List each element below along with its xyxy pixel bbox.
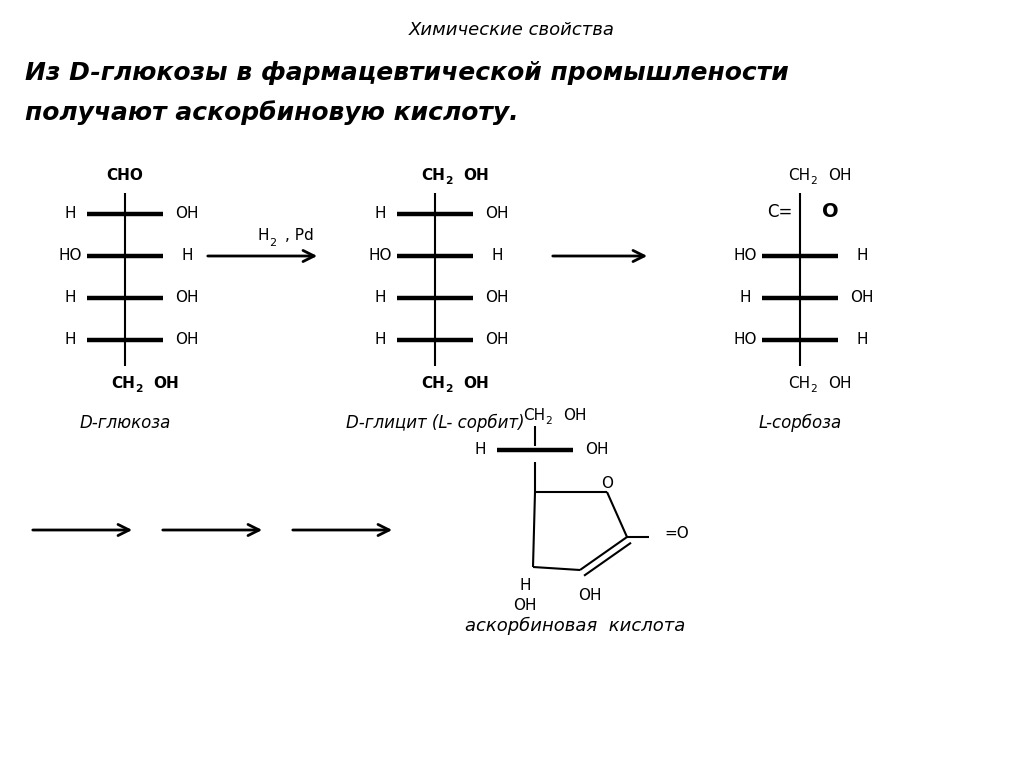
- Text: OH: OH: [485, 207, 509, 221]
- Text: OH: OH: [850, 290, 873, 306]
- Text: H: H: [65, 207, 76, 221]
- Text: 2: 2: [445, 176, 453, 186]
- Text: OH: OH: [175, 333, 199, 347]
- Text: CHO: CHO: [106, 167, 143, 183]
- Text: HO: HO: [733, 249, 757, 263]
- Text: H: H: [374, 207, 386, 221]
- Text: H: H: [374, 333, 386, 347]
- Text: H: H: [519, 578, 530, 592]
- Text: OH: OH: [828, 376, 852, 390]
- Text: C=: C=: [767, 203, 792, 221]
- Text: OH: OH: [586, 442, 608, 458]
- Text: H: H: [492, 249, 503, 263]
- Text: H: H: [856, 249, 867, 263]
- Text: получают аскорбиновую кислоту.: получают аскорбиновую кислоту.: [25, 101, 518, 125]
- Text: , Pd: , Pd: [285, 229, 313, 243]
- Text: H: H: [65, 290, 76, 306]
- Text: OH: OH: [828, 167, 852, 183]
- Text: CH: CH: [787, 167, 810, 183]
- Text: OH: OH: [175, 290, 199, 306]
- Text: H: H: [65, 333, 76, 347]
- Text: HO: HO: [369, 249, 392, 263]
- Text: OH: OH: [463, 167, 488, 183]
- Text: HO: HO: [58, 249, 82, 263]
- Text: CH: CH: [421, 167, 445, 183]
- Text: 2: 2: [269, 238, 276, 248]
- Text: OH: OH: [485, 290, 509, 306]
- Text: HO: HO: [733, 333, 757, 347]
- Text: CH: CH: [787, 376, 810, 390]
- Text: 2: 2: [545, 416, 552, 426]
- Text: OH: OH: [579, 588, 602, 603]
- Text: OH: OH: [513, 598, 537, 613]
- Text: H: H: [856, 333, 867, 347]
- Text: H: H: [181, 249, 193, 263]
- Text: OH: OH: [153, 376, 179, 390]
- Text: Из D-глюкозы в фармацевтической промышлености: Из D-глюкозы в фармацевтической промышле…: [25, 61, 788, 85]
- Text: OH: OH: [175, 207, 199, 221]
- Text: D-глюкоза: D-глюкоза: [79, 414, 171, 432]
- Text: H: H: [739, 290, 751, 306]
- Text: OH: OH: [463, 376, 488, 390]
- Text: =O: =O: [664, 525, 689, 541]
- Text: OH: OH: [563, 409, 587, 423]
- Text: H: H: [474, 442, 485, 458]
- Text: H: H: [257, 229, 268, 243]
- Text: 2: 2: [135, 383, 142, 393]
- Text: 2: 2: [810, 383, 817, 393]
- Text: CH: CH: [523, 409, 545, 423]
- Text: CH: CH: [112, 376, 135, 390]
- Text: 2: 2: [810, 176, 817, 186]
- Text: аскорбиновая  кислота: аскорбиновая кислота: [465, 617, 685, 635]
- Text: L-сорбоза: L-сорбоза: [759, 414, 842, 432]
- Text: CH: CH: [421, 376, 445, 390]
- Text: D-глицит (L- сорбит): D-глицит (L- сорбит): [346, 414, 524, 432]
- Text: OH: OH: [485, 333, 509, 347]
- Text: Химические свойства: Химические свойства: [409, 21, 615, 39]
- Text: H: H: [374, 290, 386, 306]
- Text: 2: 2: [445, 383, 453, 393]
- Text: O: O: [601, 476, 613, 492]
- Text: O: O: [822, 203, 839, 221]
